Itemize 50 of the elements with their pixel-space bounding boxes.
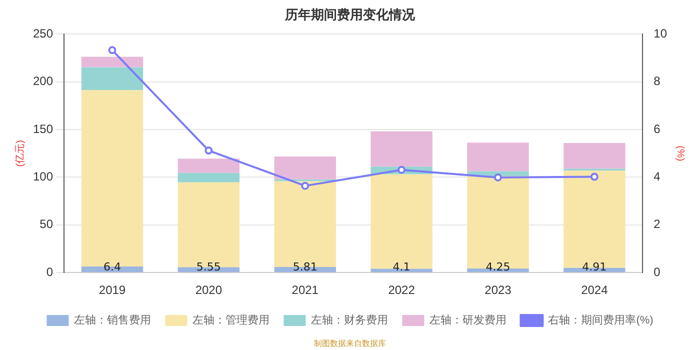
- x-tick-label: 2020: [195, 283, 222, 298]
- y2-axis-title: (%): [674, 146, 686, 162]
- y2-tick-label: 2: [654, 217, 661, 232]
- y-axis-title: (亿元): [14, 140, 26, 167]
- y-tick-label: 0: [46, 264, 54, 279]
- legend-label: 右轴：期间费用率(%): [548, 314, 654, 327]
- bar: [467, 142, 529, 172]
- bar: [178, 158, 240, 173]
- legend-label: 左轴：研发费用: [430, 314, 507, 327]
- y2-tick-label: 6: [654, 122, 661, 136]
- data-label: 6.4: [103, 260, 121, 274]
- y-tick-label: 50: [40, 217, 54, 232]
- bar: [81, 67, 144, 90]
- legend-label: 左轴：管理费用: [192, 314, 270, 327]
- y-tick-label: 200: [32, 74, 54, 88]
- bar: [370, 174, 432, 269]
- bar: [274, 156, 336, 180]
- bar: [564, 142, 626, 169]
- chart-title: 历年期间费用变化情况: [284, 6, 416, 24]
- legend-label: 左轴：财务费用: [311, 314, 388, 327]
- data-label: 4.1: [392, 260, 410, 274]
- bar: [178, 172, 240, 182]
- x-tick-label: 2024: [581, 283, 608, 298]
- point: [398, 166, 406, 174]
- x-tick-label: 2021: [292, 283, 319, 298]
- bar: [81, 56, 144, 68]
- point: [204, 146, 213, 155]
- x-tick-label: 2023: [484, 283, 512, 298]
- y-tick-label: 100: [32, 170, 54, 184]
- y2-tick-label: 8: [654, 74, 661, 88]
- point: [108, 46, 116, 54]
- y2-tick-label: 4: [654, 170, 661, 184]
- text: 制图数据来自数据库: [313, 338, 387, 349]
- bar: [467, 176, 529, 269]
- y2-tick-label: 0: [654, 264, 661, 279]
- x-tick-label: 2022: [388, 283, 416, 298]
- y-tick-label: 150: [32, 122, 54, 136]
- point: [494, 173, 502, 182]
- data-label: 5.55: [196, 260, 221, 274]
- data-label: 4.25: [486, 260, 510, 274]
- bar: [370, 268, 432, 272]
- point: [590, 172, 598, 181]
- legend-label: 左轴：销售费用: [74, 314, 152, 327]
- point: [301, 182, 310, 190]
- x-tick-label: 2019: [98, 283, 126, 298]
- data-label: 4.91: [582, 260, 607, 274]
- bar: [370, 131, 432, 167]
- data-label: 5.81: [292, 260, 318, 274]
- y2-tick-label: 10: [654, 26, 668, 41]
- y-tick-label: 250: [32, 26, 54, 41]
